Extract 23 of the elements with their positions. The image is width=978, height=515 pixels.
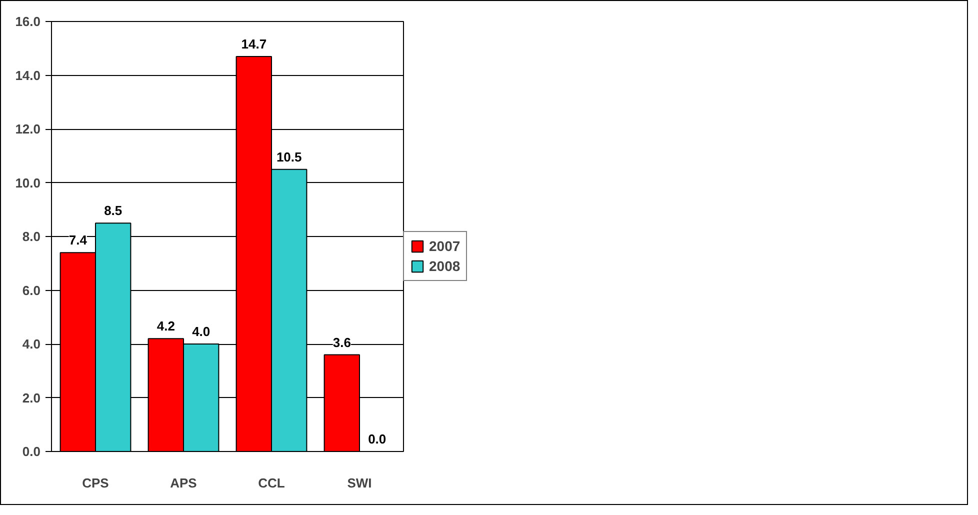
y-tick-label: 4.0 xyxy=(22,336,41,352)
y-tick-label: 16.0 xyxy=(15,14,41,29)
data-label: 14.7 xyxy=(241,36,267,52)
y-tick-label: 2.0 xyxy=(22,390,41,406)
y-tick-label: 8.0 xyxy=(22,229,41,244)
legend-label: 2007 xyxy=(429,238,460,254)
data-label: 4.2 xyxy=(156,318,175,334)
data-label: 7.4 xyxy=(68,232,88,248)
legend-label: 2008 xyxy=(429,258,460,274)
x-tick-label: CPS xyxy=(82,476,110,490)
x-tick-label: APS xyxy=(170,476,198,490)
x-tick-label: CCL xyxy=(258,476,285,490)
y-tick-label: 0.0 xyxy=(22,444,41,459)
x-tick-label: SWI xyxy=(347,476,372,490)
y-tick-label: 10.0 xyxy=(15,175,41,190)
data-label: 4.0 xyxy=(192,324,210,339)
data-label: 0.0 xyxy=(368,432,386,446)
data-label: 8.5 xyxy=(104,203,122,218)
data-label: 10.5 xyxy=(276,149,302,164)
data-label: 3.6 xyxy=(332,334,351,350)
y-tick-label: 12.0 xyxy=(15,122,41,136)
y-tick-label: 14.0 xyxy=(15,68,41,83)
y-tick-label: 6.0 xyxy=(22,282,41,298)
